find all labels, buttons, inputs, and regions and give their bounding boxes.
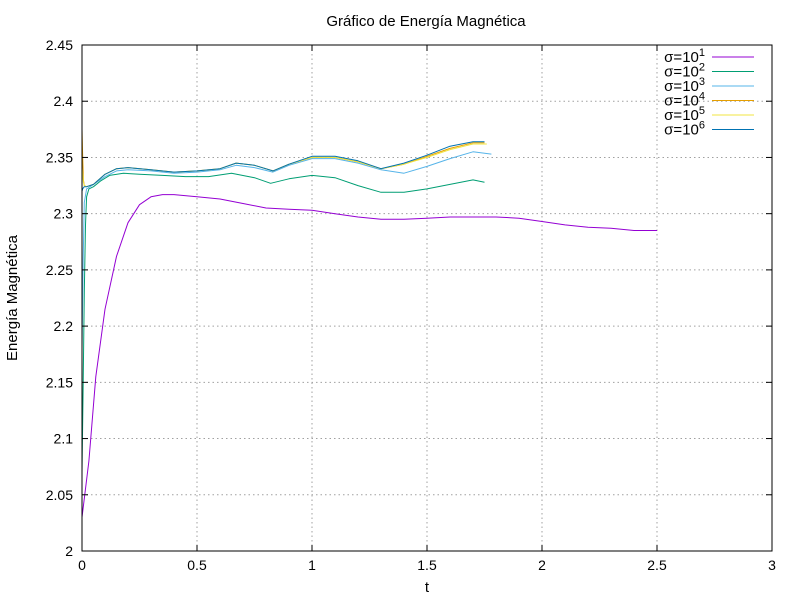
series-line-sigma-10-1 bbox=[81, 194, 657, 518]
x-tick-label: 1 bbox=[308, 557, 316, 573]
y-tick-label: 2.05 bbox=[46, 487, 73, 503]
series-line-sigma-10-3 bbox=[81, 151, 492, 349]
y-tick-label: 2.35 bbox=[46, 149, 73, 165]
y-tick-label: 2.45 bbox=[46, 37, 73, 53]
y-tick-label: 2.1 bbox=[54, 431, 74, 447]
series-line-sigma-10-6 bbox=[81, 141, 485, 192]
y-tick-label: 2.3 bbox=[54, 206, 74, 222]
chart-title: Gráfico de Energía Magnética bbox=[326, 13, 526, 30]
grid bbox=[82, 45, 772, 551]
legend-label-sigma-10-1: σ=101 bbox=[664, 47, 705, 66]
x-tick-label: 2.5 bbox=[647, 557, 667, 573]
series-layer bbox=[81, 129, 657, 518]
legend-label-sigma-10-4: σ=104 bbox=[664, 91, 705, 110]
x-tick-label: 1.5 bbox=[417, 557, 437, 573]
x-axis-label: t bbox=[425, 579, 430, 596]
y-tick-label: 2.4 bbox=[54, 93, 74, 109]
axis-ticks: 0 0.5 1 1.5 2 2.5 3 2 2.05 2.1 2.15 2.2 2.25 2.3 2.35 2… bbox=[46, 37, 776, 573]
y-tick-label: 2.2 bbox=[54, 318, 74, 334]
legend-label-sigma-10-6: σ=106 bbox=[664, 120, 705, 139]
y-tick-label: 2.15 bbox=[46, 374, 73, 390]
y-axis-label: Energía Magnética bbox=[4, 234, 21, 361]
x-tick-label: 0 bbox=[78, 557, 86, 573]
y-tick-label: 2 bbox=[65, 543, 73, 559]
legend-label-sigma-10-3: σ=103 bbox=[664, 76, 705, 95]
x-tick-label: 2 bbox=[538, 557, 546, 573]
x-tick-label: 0.5 bbox=[187, 557, 207, 573]
series-line-sigma-10-2 bbox=[81, 172, 485, 473]
y-tick-label: 2.25 bbox=[46, 262, 73, 278]
x-tick-label: 3 bbox=[768, 557, 776, 573]
legend-label-sigma-10-2: σ=102 bbox=[664, 62, 705, 81]
legend-label-sigma-10-5: σ=105 bbox=[664, 105, 705, 124]
